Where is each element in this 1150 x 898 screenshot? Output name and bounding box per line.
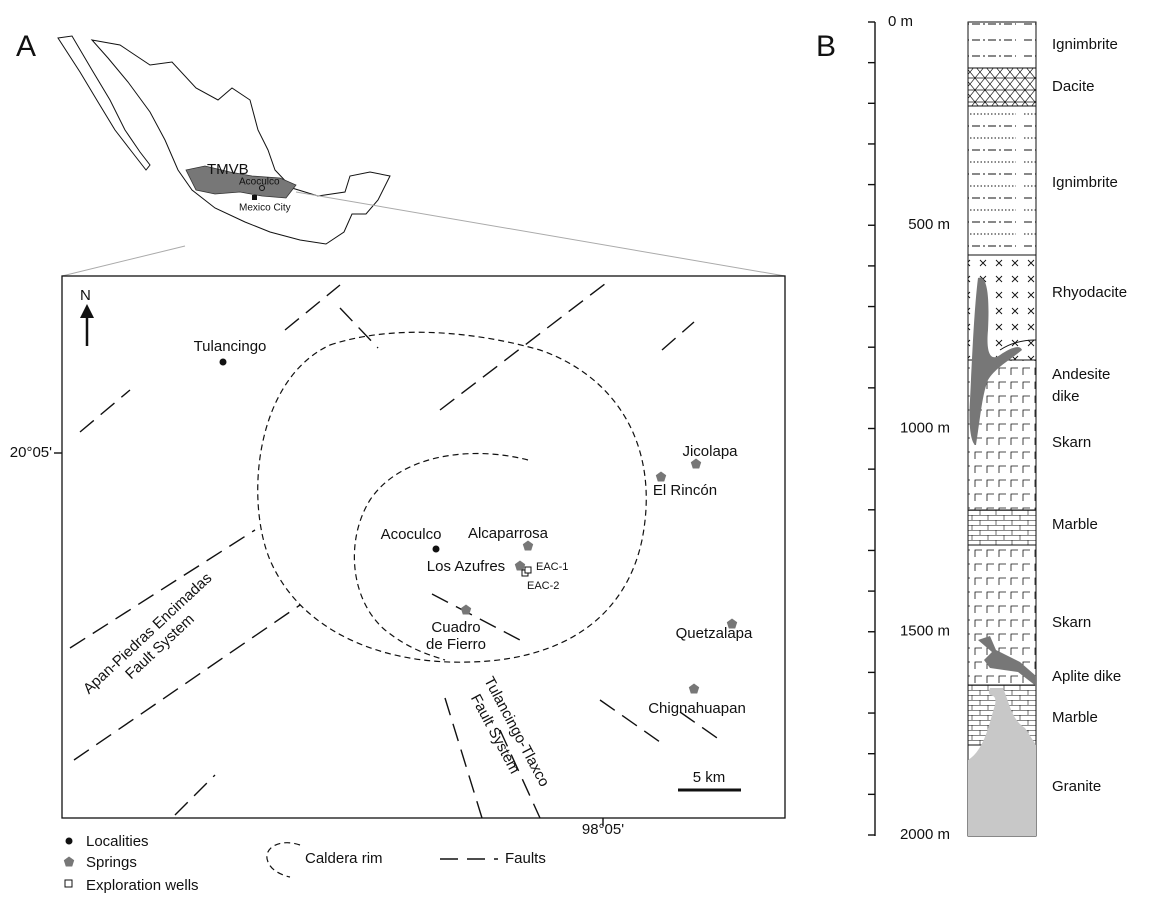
depth-label: 1000 m bbox=[900, 419, 950, 436]
layer-label: Aplite dike bbox=[1052, 668, 1121, 685]
mexico-outline bbox=[58, 36, 785, 276]
spring bbox=[656, 472, 666, 482]
place-label: Alcaparrosa bbox=[468, 525, 549, 542]
legend-label: Caldera rim bbox=[305, 850, 383, 867]
legend-label: Localities bbox=[86, 833, 149, 850]
depth-axis: 0 m 500 m 1000 m 1500 m 2000 m bbox=[868, 13, 950, 843]
faults bbox=[70, 280, 720, 818]
caldera-rim bbox=[258, 332, 647, 662]
layer-label: Dacite bbox=[1052, 78, 1095, 95]
legend-label: Exploration wells bbox=[86, 877, 199, 894]
legend-label: Springs bbox=[86, 854, 137, 871]
north-arrow bbox=[80, 304, 94, 346]
depth-label: 1500 m bbox=[900, 623, 950, 640]
scale-label: 5 km bbox=[693, 769, 726, 786]
figure: A TMVB Acoculco Mexico City N 20°05' 98°… bbox=[0, 0, 1150, 898]
legend-label: Faults bbox=[505, 850, 546, 867]
locality bbox=[433, 546, 440, 553]
spring bbox=[523, 541, 533, 551]
layer-label: Marble bbox=[1052, 709, 1098, 726]
layer bbox=[968, 510, 1036, 545]
layer bbox=[968, 106, 1036, 255]
place-label: Cuadro bbox=[431, 619, 480, 636]
layer bbox=[968, 22, 1036, 68]
place-label: Acoculco bbox=[381, 526, 442, 543]
lat-label: 20°05' bbox=[10, 444, 52, 461]
well bbox=[525, 567, 531, 573]
layer-label: dike bbox=[1052, 388, 1080, 405]
layer-label: Ignimbrite bbox=[1052, 174, 1118, 191]
place-label: Los Azufres bbox=[427, 558, 505, 575]
spring bbox=[689, 684, 699, 694]
legend-symbol bbox=[65, 880, 72, 887]
layer-label: Skarn bbox=[1052, 434, 1091, 451]
place-label: El Rincón bbox=[653, 482, 717, 499]
inset-label: TMVB bbox=[207, 161, 249, 178]
layer-label: Marble bbox=[1052, 516, 1098, 533]
place-label: Chignahuapan bbox=[648, 700, 746, 717]
layer-label: Granite bbox=[1052, 778, 1101, 795]
spring bbox=[515, 561, 525, 571]
lon-label: 98°05' bbox=[582, 821, 624, 838]
inset-label: Acoculco bbox=[239, 177, 280, 188]
layer-label: Ignimbrite bbox=[1052, 36, 1118, 53]
north-label: N bbox=[80, 287, 91, 304]
panel-label: A bbox=[16, 30, 36, 63]
layer-label: Andesite bbox=[1052, 366, 1110, 383]
layer-label: Skarn bbox=[1052, 614, 1091, 631]
place-label: Quetzalapa bbox=[676, 625, 753, 642]
place-label: EAC-2 bbox=[527, 580, 559, 592]
depth-label: 500 m bbox=[908, 216, 950, 233]
spring bbox=[691, 459, 701, 469]
strat-column: Ignimbrite Dacite Ignimbrite Rhyodacite Skar… bbox=[968, 22, 1127, 836]
place-label: EAC-1 bbox=[536, 561, 568, 573]
place-label: Jicolapa bbox=[682, 443, 738, 460]
layer-label: Rhyodacite bbox=[1052, 284, 1127, 301]
map-frame bbox=[62, 276, 785, 818]
depth-label: 2000 m bbox=[900, 826, 950, 843]
layer bbox=[968, 68, 1036, 106]
spring bbox=[461, 605, 471, 615]
panel-label: B bbox=[816, 30, 836, 63]
inset-label: Mexico City bbox=[239, 203, 291, 214]
fault-label: Apan-Piedras Encimadas bbox=[80, 570, 215, 698]
place-label: Tulancingo bbox=[194, 338, 267, 355]
depth-label: 0 m bbox=[888, 13, 913, 30]
legend-symbol bbox=[267, 843, 300, 877]
legend-symbol bbox=[66, 838, 73, 845]
legend-symbol bbox=[64, 857, 74, 867]
locality bbox=[220, 359, 227, 366]
place-label: de Fierro bbox=[426, 636, 486, 653]
